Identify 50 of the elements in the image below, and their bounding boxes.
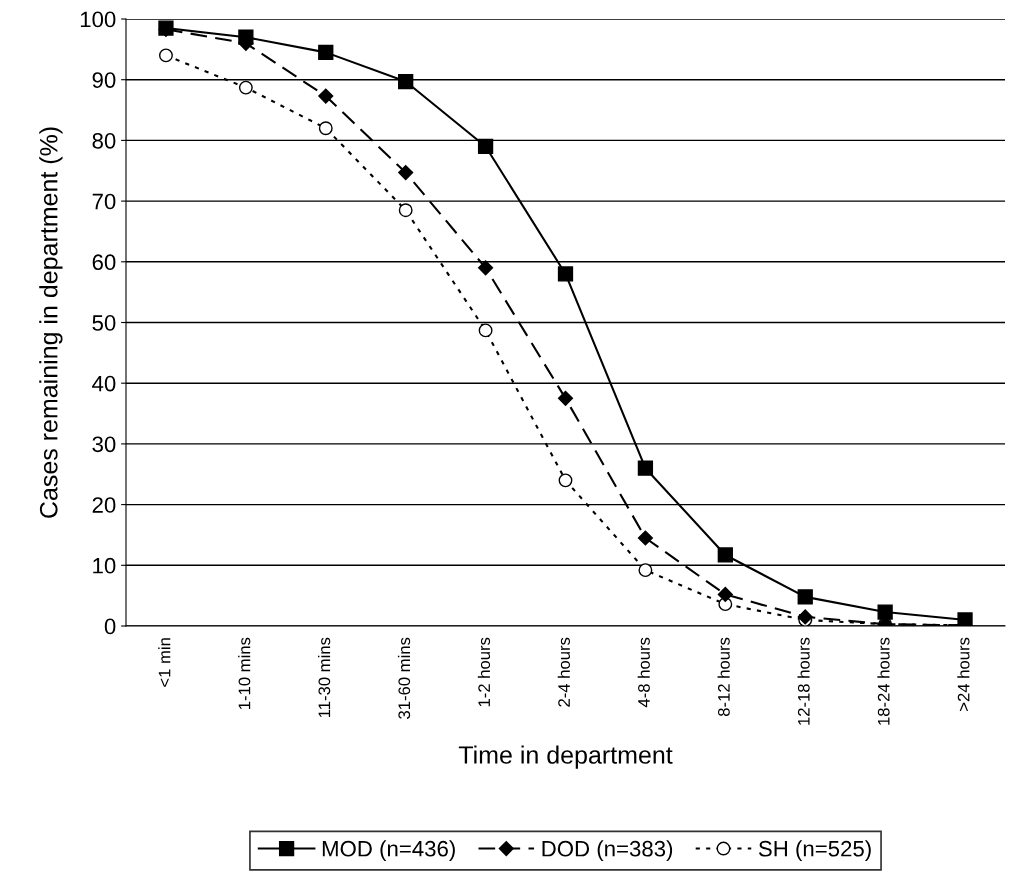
- point: [558, 473, 573, 488]
- y-tick-label: 50: [92, 315, 116, 331]
- x-tick-label: 1-10 mins: [238, 637, 251, 710]
- x-tick-label: 31-60 mins: [397, 637, 411, 719]
- point: [638, 563, 653, 578]
- y-tick-label: 20: [92, 497, 116, 513]
- x-tick-label: <1 min: [158, 638, 171, 687]
- y-tick-label: 60: [92, 254, 116, 271]
- x-tick-label: 2-4 hours: [557, 637, 570, 707]
- x-tick-label: 12-18 hours: [797, 637, 810, 725]
- x-axis-title: Time in department: [458, 745, 673, 769]
- x-tick-label: 11-30 mins: [318, 637, 331, 718]
- point: [318, 44, 334, 61]
- legend-label: SH (n=525): [758, 840, 871, 861]
- point: [398, 165, 414, 181]
- y-tick-label: 30: [92, 436, 116, 453]
- y-tick-label: 70: [92, 193, 116, 210]
- y-tick-label: 40: [92, 375, 116, 392]
- point: [637, 460, 654, 476]
- x-tick-label: 4-8 hours: [637, 637, 650, 708]
- y-tick-label: 90: [92, 72, 116, 88]
- point: [637, 530, 653, 546]
- point: [477, 138, 494, 155]
- point: [238, 29, 254, 45]
- x-tick-label: 18-24 hours: [877, 637, 890, 725]
- legend-label: MOD (n=436): [322, 840, 455, 861]
- point: [877, 604, 893, 620]
- point: [318, 88, 334, 104]
- x-tick-label: 1-2 hours: [477, 637, 491, 707]
- legend-label: DOD (n=383): [542, 840, 673, 861]
- y-tick-label: 10: [93, 557, 116, 574]
- y-tick-label: 0: [104, 618, 116, 635]
- point: [478, 323, 493, 338]
- point: [398, 73, 414, 90]
- point: [957, 612, 973, 626]
- point: [159, 48, 173, 63]
- point: [398, 203, 413, 218]
- point: [238, 80, 253, 95]
- point: [557, 390, 574, 406]
- point: [717, 586, 733, 603]
- x-tick-label: >24 hours: [957, 637, 970, 711]
- point: [557, 266, 574, 282]
- y-tick-label: 80: [92, 132, 116, 149]
- point: [717, 547, 733, 563]
- point: [478, 260, 494, 276]
- y-axis-title: Cases remaining in department (%): [39, 127, 63, 518]
- x-tick-label: 8-12 hours: [717, 637, 730, 717]
- y-tick-label: 100: [80, 11, 116, 28]
- point: [318, 121, 333, 136]
- point: [797, 589, 813, 605]
